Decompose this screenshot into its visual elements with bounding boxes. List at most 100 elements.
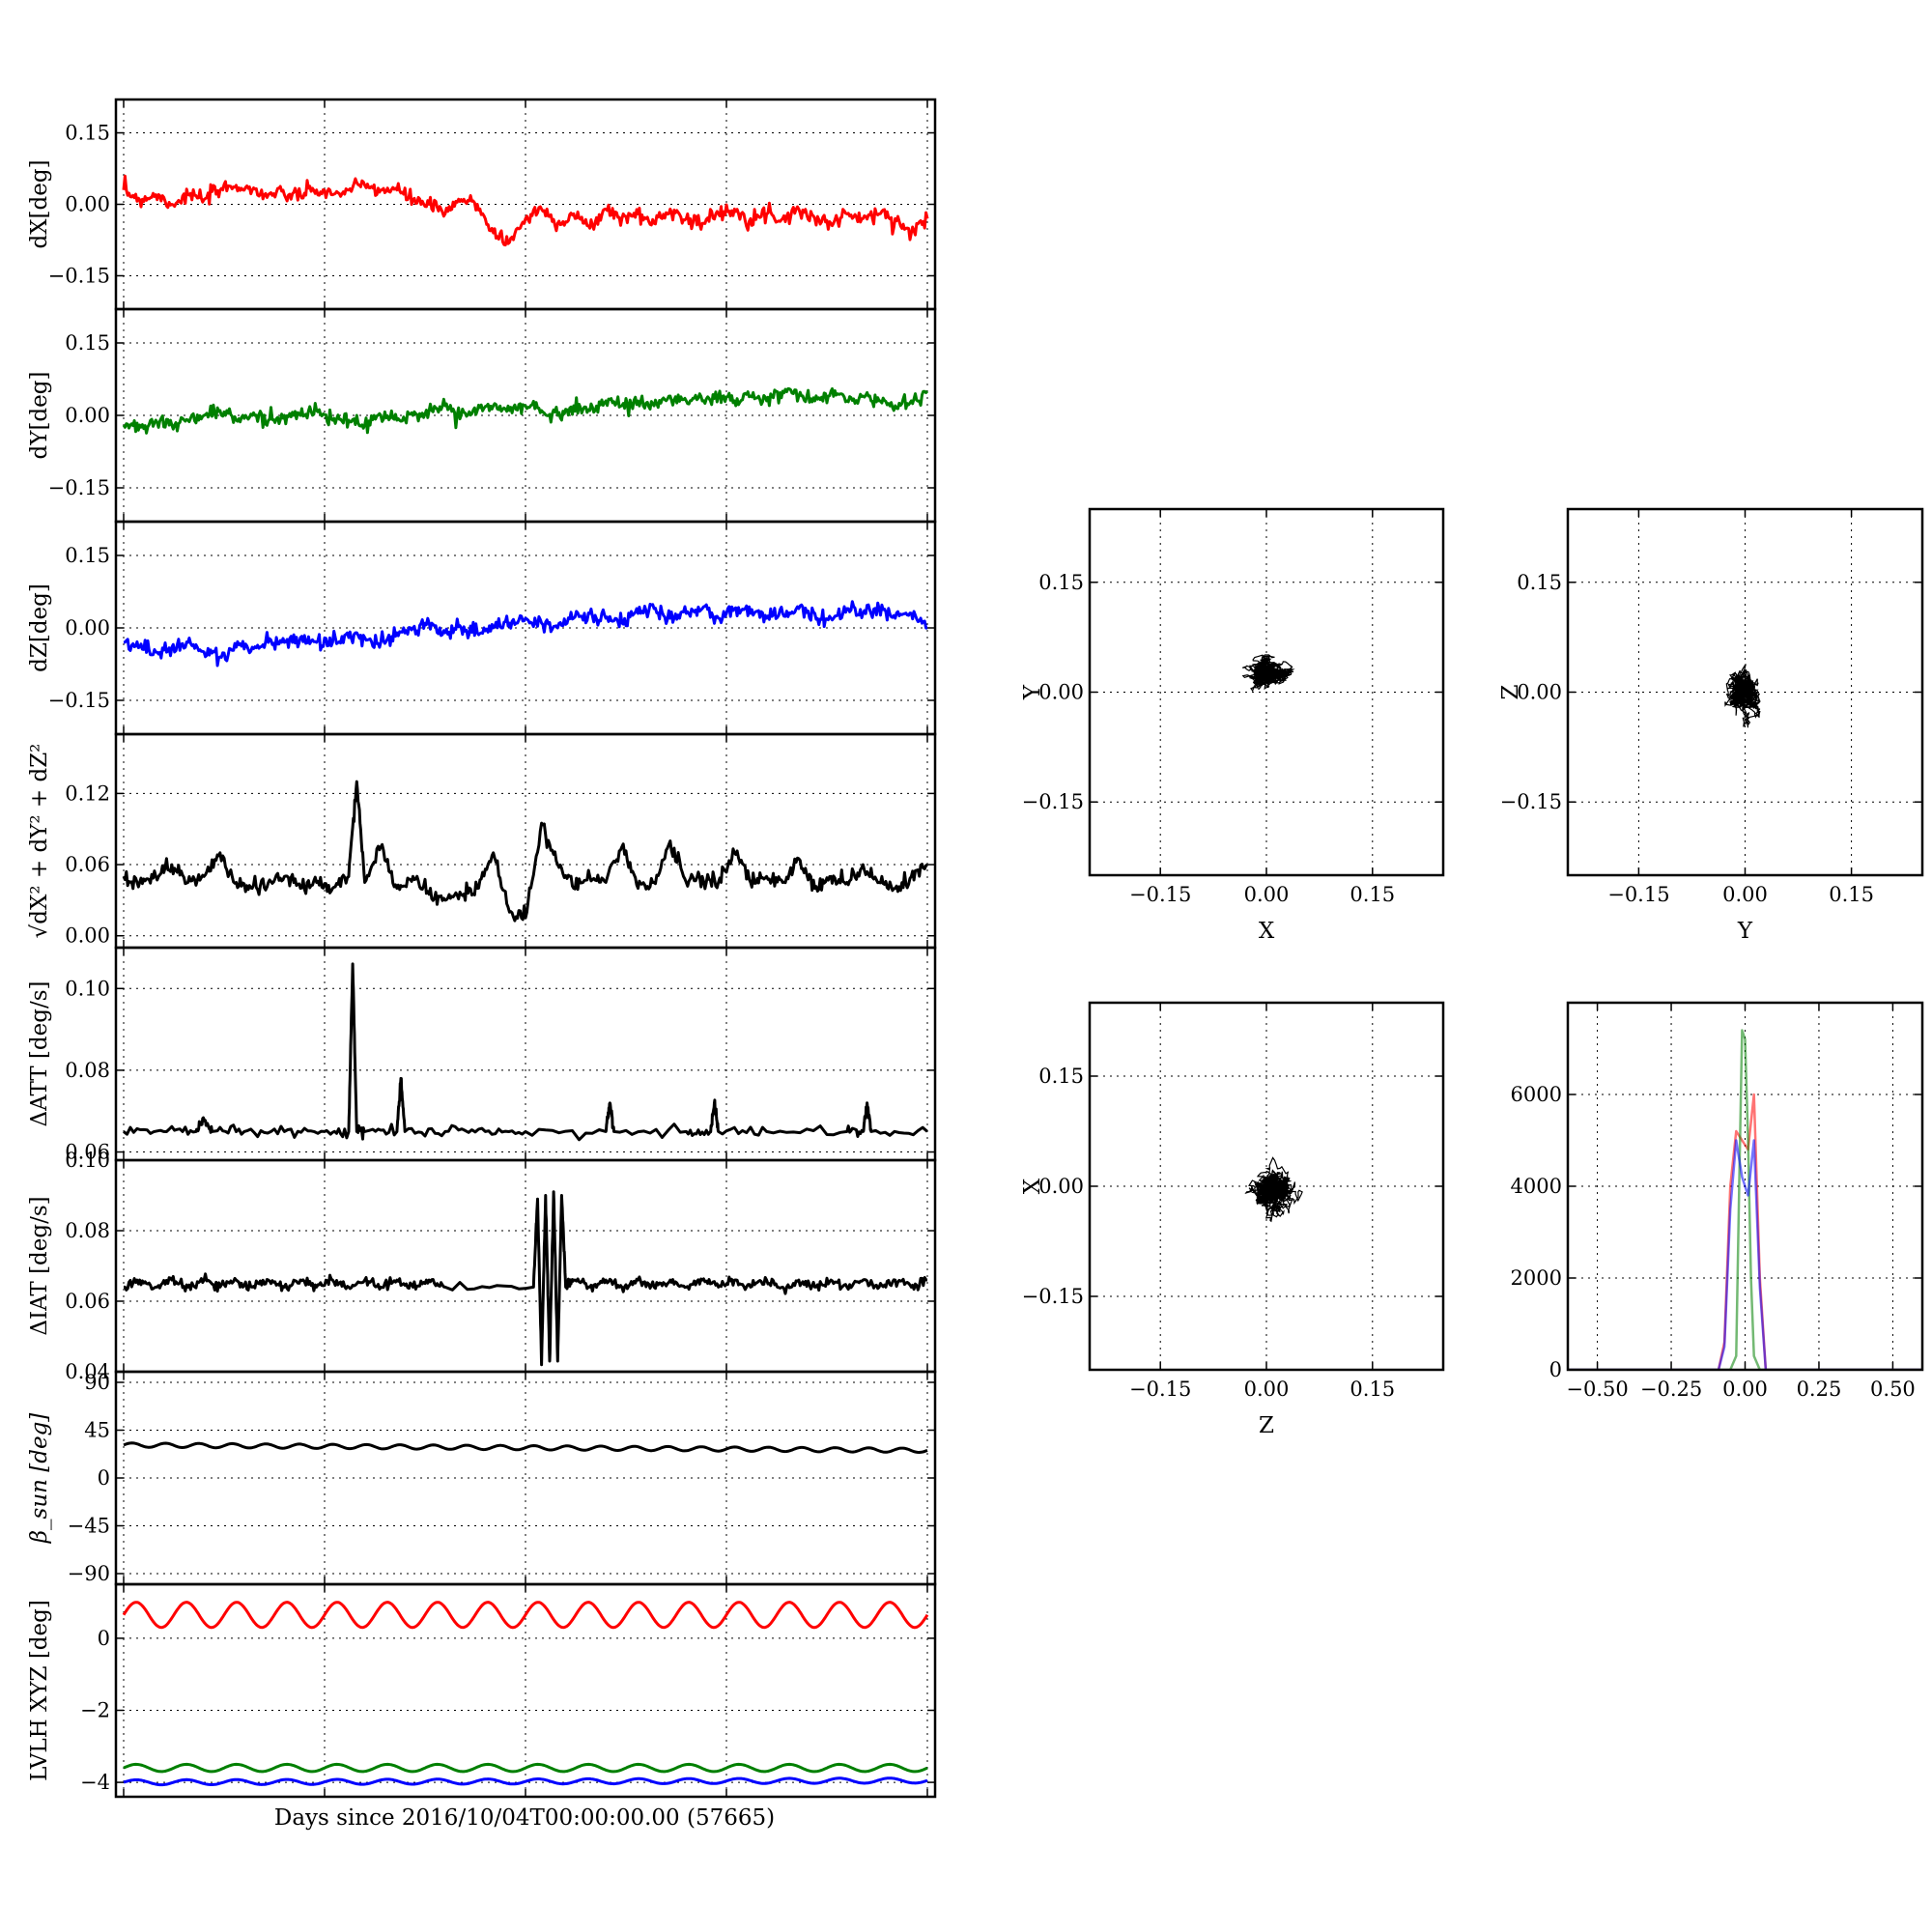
y-axis-label: β_sun [deg] — [27, 1413, 52, 1545]
x-tick-label: 0.15 — [1350, 883, 1395, 906]
panel-scatter_zx: 0.15 0.00 −0.15 −0.15 0.00 0.15 X Z — [1020, 1001, 1445, 1438]
y-tick-label: 6000 — [1511, 1083, 1562, 1106]
y-tick-label: 0.15 — [65, 331, 110, 355]
plot-area — [1244, 1156, 1303, 1223]
panel-beta: 90 45 0 −45 −90 β_sun [deg] — [27, 1370, 937, 1586]
y-tick-label: −0.15 — [1500, 790, 1562, 813]
y-tick-label: 0.00 — [65, 924, 110, 948]
plot-area — [122, 1601, 929, 1787]
plot-area — [1724, 664, 1761, 728]
series-line — [1568, 1029, 1922, 1370]
x-tick-label: 0.00 — [1722, 1378, 1768, 1401]
x-tick-label: 0.00 — [1244, 1378, 1290, 1401]
y-axis-label: Z — [1498, 684, 1523, 699]
panel-histogram: 6000 4000 2000 0−0.50 −0.25 0.00 0.25 0.50 — [1511, 1001, 1924, 1401]
series-line — [123, 1776, 928, 1787]
panel-dz: 0.15 0.00 −0.15 dZ[deg] — [27, 520, 937, 736]
y-tick-label: 45 — [84, 1419, 110, 1442]
axes-frame — [114, 1582, 937, 1799]
y-tick-label: 0.00 — [65, 193, 110, 216]
series-line — [122, 1601, 929, 1630]
x-tick-label: −0.15 — [1129, 1378, 1191, 1401]
y-tick-label: 0 — [98, 1466, 110, 1490]
panel-dr: 0.12 0.06 0.00 √dX² + dY² + dZ² — [27, 732, 937, 950]
x-tick-label: −0.15 — [1129, 883, 1191, 906]
plot-area — [122, 386, 929, 435]
x-axis-title: Days since 2016/10/04T00:00:00.00 (57665… — [274, 1805, 775, 1831]
y-tick-label: 4000 — [1511, 1175, 1562, 1198]
y-tick-label: 0.15 — [1038, 571, 1084, 594]
plot-area — [1241, 654, 1295, 693]
x-tick-label: −0.25 — [1640, 1378, 1702, 1401]
plot-area — [1568, 1029, 1922, 1370]
y-axis-label: LVLH XYZ [deg] — [27, 1600, 52, 1781]
y-tick-label: 0.00 — [1038, 1175, 1084, 1198]
x-tick-label: −0.50 — [1566, 1378, 1628, 1401]
scatter-points — [1724, 664, 1761, 728]
y-tick-label: 0 — [98, 1627, 110, 1650]
y-tick-label: −0.15 — [1022, 790, 1084, 813]
axes-frame — [1088, 507, 1445, 877]
plot-panels: 0.15 0.00 −0.15 dX[deg] 0.15 0.00 −0.15 dY[deg]… — [27, 98, 1924, 1799]
series-line — [123, 1762, 928, 1774]
y-tick-label: 0.00 — [1517, 681, 1562, 704]
x-axis-label: Y — [1737, 919, 1753, 944]
y-axis-label: √dX² + dY² + dZ² — [27, 744, 52, 939]
plot-area — [122, 780, 928, 923]
series-line — [1568, 1139, 1922, 1370]
x-tick-label: 0.00 — [1722, 883, 1768, 906]
y-tick-label: −4 — [80, 1771, 110, 1794]
axes-frame — [114, 1158, 937, 1374]
panel-scatter_yz: 0.15 0.00 −0.15 −0.15 0.00 0.15 Z Y — [1498, 507, 1924, 944]
panel-datt: 0.10 0.08 0.06 ΔATT [deg/s] — [27, 946, 937, 1164]
series-line — [123, 1190, 928, 1367]
y-tick-label: 0.08 — [65, 1219, 110, 1242]
y-tick-label: −90 — [68, 1562, 110, 1585]
y-tick-label: 0.06 — [65, 1141, 110, 1164]
y-tick-label: 0.00 — [65, 616, 110, 639]
series-line — [122, 780, 928, 923]
y-axis-label: dZ[deg] — [27, 583, 52, 672]
x-axis-label: Z — [1259, 1413, 1274, 1438]
y-axis-label: ΔATT [deg/s] — [27, 981, 52, 1127]
series-line — [122, 386, 929, 435]
x-tick-label: −0.15 — [1607, 883, 1669, 906]
axes-frame — [1566, 507, 1924, 877]
y-tick-label: −0.15 — [48, 689, 110, 712]
y-tick-label: 0.00 — [1038, 681, 1084, 704]
x-tick-label: 0.25 — [1797, 1378, 1842, 1401]
plot-area — [123, 1190, 928, 1367]
panel-scatter_xy: 0.15 0.00 −0.15 −0.15 0.00 0.15 Y X — [1020, 507, 1445, 944]
scatter-points — [1241, 654, 1295, 693]
y-tick-label: −0.15 — [48, 264, 110, 287]
x-tick-label: 0.00 — [1244, 883, 1290, 906]
y-tick-label: −0.15 — [1022, 1285, 1084, 1308]
panel-lvlh: 0 −2 −4 LVLH XYZ [deg] — [27, 1582, 937, 1799]
series-line — [122, 174, 929, 247]
plot-area — [122, 174, 929, 247]
y-axis-label: dY[deg] — [27, 372, 52, 460]
y-tick-label: 0.06 — [65, 853, 110, 876]
y-axis-label: ΔIAT [deg/s] — [27, 1196, 52, 1335]
y-axis-label: Y — [1020, 684, 1045, 700]
series-line — [123, 962, 928, 1142]
x-tick-label: 0.50 — [1870, 1378, 1916, 1401]
plot-area — [123, 1441, 928, 1454]
y-tick-label: 0.12 — [65, 781, 110, 805]
panel-diat: 0.10 0.08 0.06 0.04 ΔIAT [deg/s] — [27, 1149, 937, 1383]
axes-frame — [1566, 1001, 1924, 1372]
y-tick-label: 0 — [1549, 1358, 1562, 1381]
y-tick-label: 0.08 — [65, 1059, 110, 1082]
y-tick-label: 0.15 — [65, 122, 110, 145]
y-tick-label: −2 — [80, 1699, 110, 1722]
y-axis-label: dX[deg] — [27, 159, 52, 248]
y-tick-label: 0.04 — [65, 1360, 110, 1383]
x-axis-label: X — [1259, 919, 1275, 944]
axes-frame — [1088, 1001, 1445, 1372]
y-tick-label: 0.15 — [1038, 1065, 1084, 1088]
y-tick-label: 0.10 — [65, 1149, 110, 1172]
scatter-points — [1244, 1156, 1303, 1223]
plot-area — [123, 962, 928, 1142]
panel-dy: 0.15 0.00 −0.15 dY[deg] — [27, 307, 937, 524]
series-line — [123, 600, 928, 668]
